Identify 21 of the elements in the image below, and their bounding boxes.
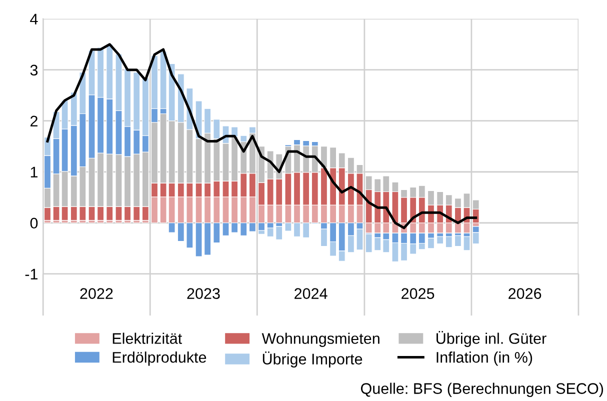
y-tick-label: -1: [25, 268, 38, 280]
bar: [445, 236, 452, 248]
y-tick-label: 2: [30, 116, 38, 126]
legend-label: Übrige inl. Güter: [436, 331, 546, 347]
legend-label: Inflation (in %): [436, 352, 532, 366]
x-tick-label: 2023: [187, 288, 220, 299]
x-tick-label: 2025: [402, 288, 434, 299]
y-tick-label: 1: [30, 166, 38, 178]
x-tick-label: 2024: [294, 288, 328, 299]
legend-label: Erdölprodukte: [112, 352, 206, 366]
source-note: Quelle: BFS (Berechnungen SECO): [360, 382, 604, 397]
legend-label: Übrige Importe: [262, 352, 362, 368]
line-series: [46, 43, 478, 230]
legend-label: Wohnungsmieten: [262, 332, 380, 347]
bar: [436, 236, 444, 244]
x-tick-label: 2022: [80, 288, 113, 299]
y-tick-label: 0: [30, 218, 38, 229]
y-tick-label: 3: [30, 64, 38, 76]
y-tick-label: 4: [30, 14, 38, 24]
legend-label: Elektrizität: [112, 332, 182, 344]
x-tick-label: 2026: [508, 288, 542, 299]
